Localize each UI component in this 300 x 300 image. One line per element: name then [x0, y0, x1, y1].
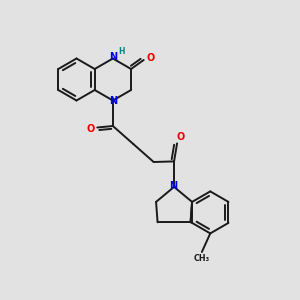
Text: O: O	[86, 124, 95, 134]
Text: N: N	[110, 95, 118, 106]
Text: N: N	[169, 181, 178, 191]
Text: O: O	[176, 132, 185, 142]
Text: CH₃: CH₃	[194, 254, 210, 263]
Text: H: H	[118, 46, 124, 56]
Text: O: O	[146, 52, 154, 63]
Text: N: N	[109, 52, 117, 62]
